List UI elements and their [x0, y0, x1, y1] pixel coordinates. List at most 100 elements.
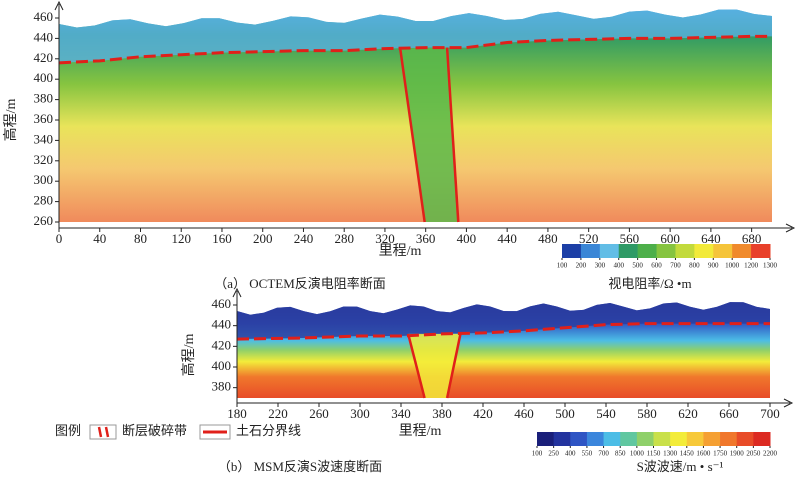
x-tick-label: 40: [93, 231, 106, 246]
colorbar-swatch: [580, 244, 601, 258]
y-arrow: [232, 287, 242, 298]
x-tick-label: 200: [253, 231, 273, 246]
y-tick-label: 460: [212, 296, 232, 311]
legend-title: 图例: [55, 423, 81, 438]
x-tick-label: 700: [760, 406, 780, 421]
x-tick-label: 260: [309, 406, 329, 421]
x-tick-label: 220: [268, 406, 288, 421]
colorbar-tick-label: 1150: [647, 450, 661, 458]
boundary-line: [58, 34, 772, 65]
colorbar-swatch: [753, 432, 771, 446]
colorbar-swatch: [562, 244, 582, 258]
colorbar-tick-label: 1750: [713, 450, 728, 458]
y-tick-label: 460: [34, 9, 54, 24]
legend-fault-symbol: [104, 426, 110, 438]
x-tick-label: 600: [660, 231, 680, 246]
legend-label: 土石分界线: [236, 423, 301, 438]
colorbar-tick-label: 500: [632, 262, 643, 270]
colorbar-swatch: [586, 432, 605, 446]
x-tick-label: 580: [637, 406, 657, 421]
x-tick-label: 120: [171, 231, 191, 246]
colorbar-tick-label: 300: [595, 262, 606, 270]
colorbar-label: 视电阻率/Ω •m: [608, 276, 691, 291]
y-tick-label: 440: [212, 317, 232, 332]
y-tick-label: 360: [34, 111, 54, 126]
colorbar-tick-label: 1300: [763, 262, 778, 270]
legend-label: 断层破碎带: [122, 423, 187, 438]
colorbar-swatch: [751, 244, 771, 258]
x-tick-label: 280: [334, 231, 354, 246]
x-tick-label: 300: [350, 406, 370, 421]
colorbar-swatch: [675, 244, 695, 258]
colorbar-swatch: [636, 432, 654, 446]
colorbar-swatch: [618, 244, 639, 258]
colorbar-tick-label: 850: [615, 450, 626, 458]
colorbar-label: S波波速/m • s⁻¹: [637, 459, 724, 474]
colorbar-tick-label: 800: [689, 262, 700, 270]
caption: （a） OCTEM反演电阻率断面: [214, 276, 386, 291]
fault-line: [445, 333, 462, 399]
colorbar-tick-label: 100: [557, 262, 568, 270]
colorbar-swatch: [713, 244, 733, 258]
fault-line: [406, 333, 426, 399]
x-tick-label: 440: [497, 231, 517, 246]
colorbar-tick-label: 400: [613, 262, 624, 270]
colorbar-tick-label: 100: [532, 450, 543, 458]
fault-line: [445, 47, 460, 223]
colorbar-tick-label: 1450: [680, 450, 695, 458]
x-tick-label: 500: [555, 406, 575, 421]
colorbar-swatch: [686, 432, 704, 446]
colorbar-swatch: [732, 244, 752, 258]
y-tick-label: 440: [34, 29, 54, 44]
y-tick-label: 400: [212, 358, 232, 373]
colorbar-tick-label: 700: [598, 450, 609, 458]
x-tick-label: 640: [701, 231, 721, 246]
y-tick-label: 300: [34, 172, 54, 187]
colorbar-swatch: [553, 432, 571, 446]
boundary-line: [236, 322, 770, 341]
x-tick-label: 660: [719, 406, 739, 421]
colorbar-swatch: [736, 432, 754, 446]
x-tick-label: 460: [514, 406, 534, 421]
colorbar-tick-label: 2050: [746, 450, 761, 458]
x-tick-label: 380: [432, 406, 452, 421]
x-tick-label: 520: [579, 231, 599, 246]
colorbar-tick-label: 1000: [630, 450, 645, 458]
caption: （b） MSM反演S波速度断面: [218, 459, 382, 474]
colorbar-swatch: [670, 432, 688, 446]
colorbar-tick-label: 200: [576, 262, 587, 270]
colorbar-tick-label: 1600: [696, 450, 711, 458]
y-arrow: [54, 0, 64, 11]
colorbar-swatch: [694, 244, 714, 258]
colorbar-tick-label: 2200: [763, 450, 778, 458]
colorbar-tick-label: 400: [565, 450, 576, 458]
y-tick-label: 260: [34, 213, 54, 228]
y-axis-label: 高程/m: [180, 334, 197, 377]
x-tick-label: 620: [678, 406, 698, 421]
colorbar-swatch: [720, 432, 738, 446]
x-tick-label: 540: [596, 406, 616, 421]
y-tick-label: 380: [212, 379, 232, 394]
colorbar-swatch: [537, 432, 555, 446]
legend-fault-box: [89, 424, 117, 440]
x-arrow: [785, 223, 796, 233]
colorbar-tick-label: 700: [670, 262, 681, 270]
surface-layer: [59, 9, 772, 63]
surface-layer: [237, 302, 770, 340]
y-tick-label: 400: [34, 70, 54, 85]
x-tick-label: 160: [212, 231, 232, 246]
y-tick-label: 280: [34, 193, 54, 208]
x-tick-label: 480: [538, 231, 558, 246]
x-tick-label: 320: [375, 231, 395, 246]
colorbar-swatch: [703, 432, 721, 446]
colorbar-swatch: [637, 244, 658, 258]
colorbar-tick-label: 900: [708, 262, 719, 270]
legend-fault-symbol: [97, 426, 103, 438]
x-tick-label: 0: [56, 231, 63, 246]
colorbar-tick-label: 1200: [744, 262, 759, 270]
colorbar-swatch: [620, 432, 638, 446]
x-tick-label: 180: [227, 406, 247, 421]
x-tick-label: 680: [742, 231, 762, 246]
x-arrow: [783, 398, 794, 408]
